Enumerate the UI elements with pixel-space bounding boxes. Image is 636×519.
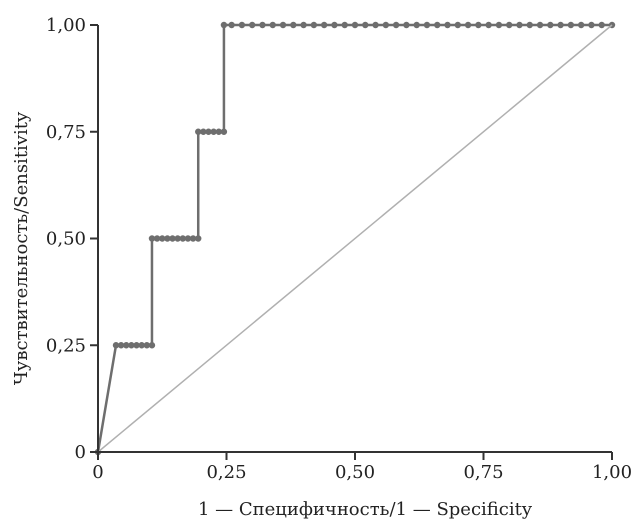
roc-point [536, 21, 544, 29]
roc-point [341, 21, 348, 29]
roc-point [184, 235, 192, 242]
roc-point [320, 21, 328, 29]
roc-point [300, 21, 307, 29]
roc-point [220, 21, 228, 29]
x-tick-label: 0,50 [335, 462, 375, 483]
reference-diagonal-line [97, 24, 613, 453]
roc-point [123, 342, 130, 349]
roc-point [138, 342, 145, 349]
roc-point [112, 342, 120, 349]
roc-point [148, 342, 156, 349]
x-tick-label: 0 [92, 462, 103, 483]
roc-point [454, 21, 461, 29]
roc-point [310, 21, 318, 29]
roc-point [495, 21, 503, 29]
x-tick-label: 1,00 [592, 462, 632, 483]
x-axis-title: 1 — Специфичность/1 — Specificity [198, 499, 533, 519]
roc-point [403, 21, 410, 29]
roc-point [269, 21, 276, 29]
roc-point [434, 21, 441, 29]
roc-point [279, 21, 287, 29]
roc-point [444, 21, 451, 29]
roc-point [210, 128, 217, 135]
roc-point [485, 21, 492, 29]
roc-point [423, 21, 431, 29]
roc-point [153, 235, 161, 242]
roc-point [598, 21, 605, 29]
roc-point [362, 21, 369, 29]
roc-point [588, 21, 595, 29]
y-tick-label: 1,00 [46, 15, 86, 36]
roc-point [220, 128, 228, 135]
roc-point [133, 342, 140, 349]
roc-point [259, 21, 266, 29]
y-tick-label: 0,25 [46, 335, 86, 356]
roc-point [557, 21, 564, 29]
roc-point [382, 21, 390, 29]
axes [90, 24, 613, 460]
plot-lines [94, 21, 616, 456]
roc-point [475, 21, 482, 29]
roc-point [351, 21, 359, 29]
roc-point [392, 21, 400, 29]
roc-point [195, 128, 202, 135]
roc-point [577, 21, 585, 29]
roc-point [148, 235, 156, 242]
y-tick-label: 0 [75, 442, 86, 463]
roc-point [413, 21, 420, 29]
roc-point [290, 21, 297, 29]
roc-point [143, 342, 151, 349]
x-tick-label: 0,25 [206, 462, 246, 483]
roc-point [179, 235, 187, 242]
roc-point [516, 21, 523, 29]
roc-point [205, 128, 212, 135]
roc-point [174, 235, 181, 242]
roc-point [117, 342, 125, 349]
roc-point [464, 21, 472, 29]
roc-point [228, 21, 235, 29]
y-axis-title: Чувствительность/Sensitivity [11, 111, 32, 385]
roc-point [331, 21, 338, 29]
roc-point [249, 21, 256, 29]
roc-point [238, 21, 246, 29]
roc-point [567, 21, 575, 29]
roc-point [215, 128, 222, 135]
roc-point [159, 235, 166, 242]
roc-point [547, 21, 554, 29]
tick-labels: 0 0,25 0,50 0,75 1,00 0 0,25 0,50 0,75 1,00 [46, 15, 632, 483]
roc-point [189, 235, 197, 242]
roc-point [506, 21, 513, 29]
roc-point [200, 128, 207, 135]
y-tick-label: 0,75 [46, 122, 86, 143]
roc-point [526, 21, 533, 29]
roc-point [169, 235, 176, 242]
roc-point [195, 235, 202, 242]
y-tick-label: 0,50 [46, 229, 86, 250]
roc-point [128, 342, 135, 349]
roc-point [164, 235, 171, 242]
x-tick-label: 0,75 [463, 462, 503, 483]
roc-point [372, 21, 379, 29]
